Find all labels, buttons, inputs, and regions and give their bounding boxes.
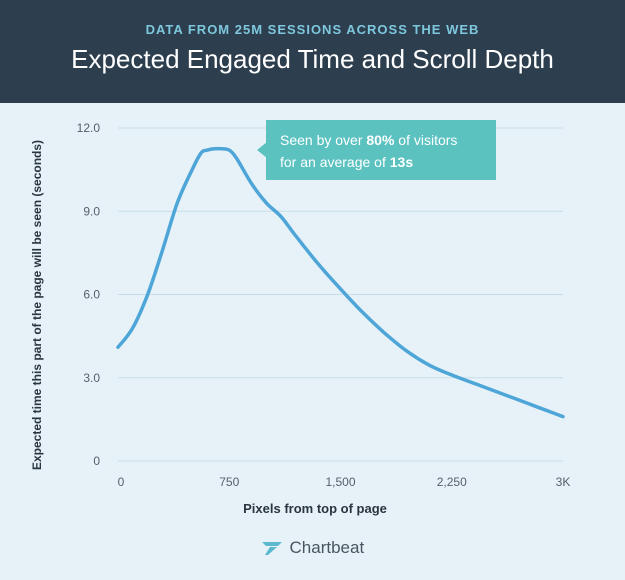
x-axis-label: Pixels from top of page — [243, 501, 387, 516]
y-axis-label: Expected time this part of the page will… — [30, 140, 44, 470]
y-tick-label: 3.0 — [83, 371, 100, 385]
x-tick-label: 2,250 — [437, 475, 467, 489]
callout-box — [266, 120, 496, 180]
callout-line-1: Seen by over 80% of visitors — [280, 132, 457, 148]
callout-pointer — [257, 142, 267, 158]
callout-line-2: for an average of 13s — [280, 154, 413, 170]
chart-title: Expected Engaged Time and Scroll Depth — [71, 44, 554, 74]
y-tick-labels: 0 3.0 6.0 9.0 12.0 — [77, 121, 101, 468]
chart-kicker: DATA FROM 25M SESSIONS ACROSS THE WEB — [145, 22, 480, 37]
x-tick-labels: 0 750 1,500 2,250 3K — [118, 475, 571, 489]
line-chart: 0 3.0 6.0 9.0 12.0 0 750 1,500 2,250 3K Expected… — [30, 120, 571, 516]
callout: Seen by over 80% of visitors for an aver… — [257, 120, 496, 180]
brand-name: Chartbeat — [289, 538, 365, 557]
chartbeat-logo-icon — [261, 540, 283, 561]
chart-area: 0 3.0 6.0 9.0 12.0 0 750 1,500 2,250 3K Expected… — [0, 103, 625, 575]
y-tick-label: 9.0 — [83, 204, 100, 218]
y-tick-label: 6.0 — [83, 288, 100, 302]
series-line — [116, 146, 565, 419]
y-tick-label: 0 — [93, 454, 100, 468]
x-tick-label: 3K — [556, 475, 571, 489]
header-banner: DATA FROM 25M SESSIONS ACROSS THE WEB Ex… — [0, 0, 625, 103]
x-tick-label: 1,500 — [325, 475, 355, 489]
y-tick-label: 12.0 — [77, 121, 101, 135]
brand-footer: Chartbeat — [0, 538, 625, 561]
x-tick-label: 0 — [118, 475, 125, 489]
x-tick-label: 750 — [219, 475, 239, 489]
